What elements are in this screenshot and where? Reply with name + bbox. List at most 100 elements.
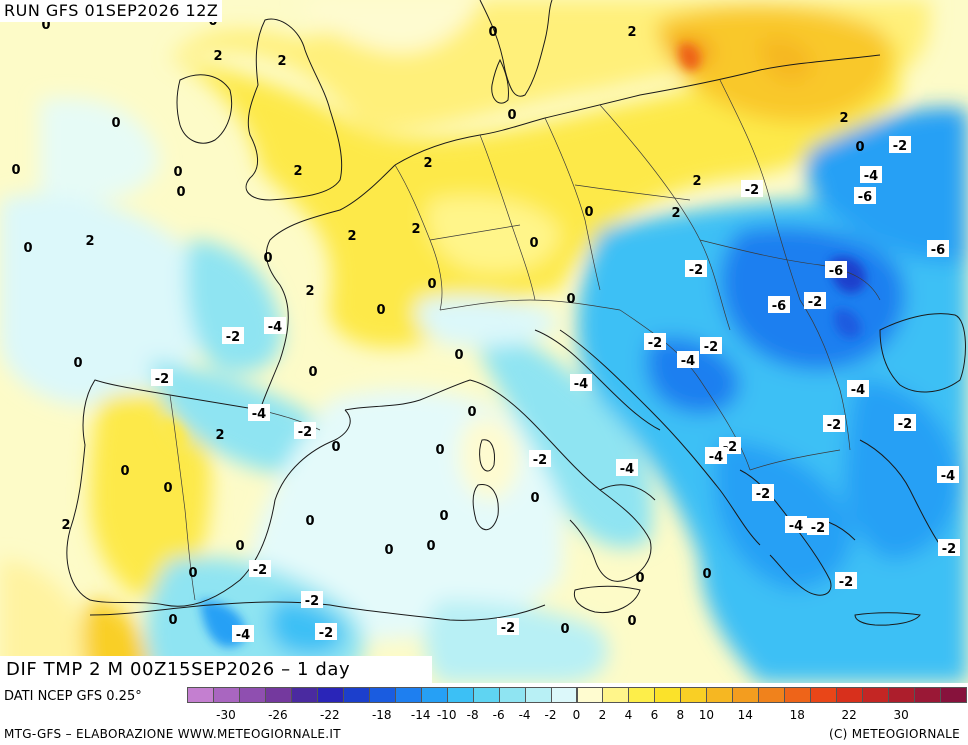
value-label-box [752, 484, 774, 501]
legend-tick: 2 [598, 708, 607, 722]
negative-anomaly-label: -6 [772, 299, 786, 314]
legend-tick: -2 [544, 708, 557, 722]
anomaly-label: 2 [213, 49, 222, 64]
negative-anomaly-label: -2 [745, 183, 759, 198]
legend-tick: 10 [698, 708, 714, 722]
legend-swatch [732, 687, 760, 703]
anomaly-label: 0 [176, 185, 185, 200]
negative-anomaly-label: -2 [898, 417, 912, 432]
legend-swatch [706, 687, 734, 703]
legend-swatch [290, 687, 318, 703]
value-label-box [807, 518, 829, 535]
value-label-box [264, 317, 286, 334]
map-title: DIF TMP 2 M 00Z15SEP2026 – 1 day [0, 656, 432, 683]
legend-swatch [524, 687, 552, 703]
legend-swatch [654, 687, 682, 703]
value-label-box [644, 333, 666, 350]
negative-anomaly-label: -6 [858, 190, 872, 205]
value-label-box [854, 187, 876, 204]
legend-tick: -6 [492, 708, 505, 722]
value-label-box [860, 166, 882, 183]
value-label-box [315, 623, 337, 640]
negative-anomaly-label: -2 [942, 542, 956, 557]
negative-anomaly-label: -2 [704, 340, 718, 355]
legend-swatch [394, 687, 422, 703]
anomaly-label: 0 [173, 165, 182, 180]
anomaly-label: 0 [507, 108, 516, 123]
legend-tick: -26 [268, 708, 288, 722]
anomaly-label: 0 [41, 18, 50, 33]
negative-anomaly-label: -4 [789, 519, 803, 534]
credit-left: MTG-GFS – ELABORAZIONE WWW.METEOGIORNALE… [4, 727, 341, 741]
legend-swatch [862, 687, 890, 703]
anomaly-label: 0 [73, 356, 82, 371]
anomaly-label: 0 [111, 116, 120, 131]
negative-anomaly-label: -2 [756, 487, 770, 502]
legend-swatch [238, 687, 266, 703]
value-label-box [705, 447, 727, 464]
legend-tick: 4 [624, 708, 633, 722]
data-source: DATI NCEP GFS 0.25° [4, 689, 142, 704]
anomaly-label: 2 [305, 284, 314, 299]
legend-tick: -18 [371, 708, 392, 722]
anomaly-label: 0 [530, 491, 539, 506]
negative-anomaly-label: -2 [648, 336, 662, 351]
negative-anomaly-label: -6 [829, 264, 843, 279]
anomaly-label: 0 [384, 543, 393, 558]
legend-swatch [187, 687, 214, 703]
temperature-anomaly-map: 0002200202002202022202002000000200000200… [0, 0, 968, 683]
anomaly-label: 0 [560, 622, 569, 637]
value-label-box [927, 240, 949, 257]
legend-swatch [212, 687, 240, 703]
anomaly-label: 0 [584, 205, 593, 220]
negative-anomaly-label: -2 [298, 425, 312, 440]
anomaly-label: 2 [293, 164, 302, 179]
anomaly-label: 0 [427, 277, 436, 292]
anomaly-label: 0 [426, 539, 435, 554]
negative-anomaly-label: -4 [851, 383, 865, 398]
negative-anomaly-label: -4 [864, 169, 878, 184]
legend-swatch [810, 687, 838, 703]
legend-tick: 0 [572, 708, 581, 722]
value-labels: 0002200202002202022202002000000200000200… [11, 14, 960, 643]
value-label-box [785, 516, 807, 533]
negative-anomaly-label: -2 [811, 521, 825, 536]
legend-swatch [368, 687, 396, 703]
negative-anomaly-label: -2 [689, 263, 703, 278]
anomaly-label: 0 [702, 567, 711, 582]
value-label-box [894, 414, 916, 431]
legend-swatch [758, 687, 786, 703]
anomaly-label: 0 [488, 25, 497, 40]
anomaly-label: 2 [411, 222, 420, 237]
color-scale-legend [187, 687, 967, 705]
anomaly-label: 0 [855, 140, 864, 155]
value-label-box [823, 415, 845, 432]
anomaly-label: 2 [692, 174, 701, 189]
value-label-box [938, 539, 960, 556]
negative-anomaly-label: -6 [931, 243, 945, 258]
copyright: (C) METEOGIORNALE [828, 727, 960, 741]
legend-tick: -30 [216, 708, 236, 722]
footer: DATI NCEP GFS 0.25° -30 -26 -22 -18 -14 -10 -8… [0, 683, 968, 745]
legend-tick: 14 [737, 708, 753, 722]
anomaly-label: 0 [263, 251, 272, 266]
country-borders [169, 79, 881, 601]
value-label-box [889, 136, 911, 153]
anomaly-label: 0 [566, 292, 575, 307]
negative-anomaly-label: -2 [827, 418, 841, 433]
anomaly-label: 0 [376, 303, 385, 318]
negative-anomaly-label: -4 [236, 628, 250, 643]
legend-swatch [628, 687, 656, 703]
legend-tick-labels: -30 -26 -22 -18 -14 -10 -8 -6 -4 -2 0 2 4 6 8 10 14 18 22 3… [187, 708, 966, 722]
value-label-box [616, 459, 638, 476]
value-label-box [222, 327, 244, 344]
value-label-box [847, 380, 869, 397]
legend-tick: 6 [650, 708, 659, 722]
legend-tick: -22 [320, 708, 340, 722]
legend-tick: -10 [436, 708, 457, 722]
negative-anomaly-label: -2 [808, 295, 822, 310]
negative-anomaly-label: -4 [709, 450, 723, 465]
legend-swatch [498, 687, 526, 703]
legend-swatch [914, 687, 942, 703]
anomaly-label: 0 [305, 514, 314, 529]
